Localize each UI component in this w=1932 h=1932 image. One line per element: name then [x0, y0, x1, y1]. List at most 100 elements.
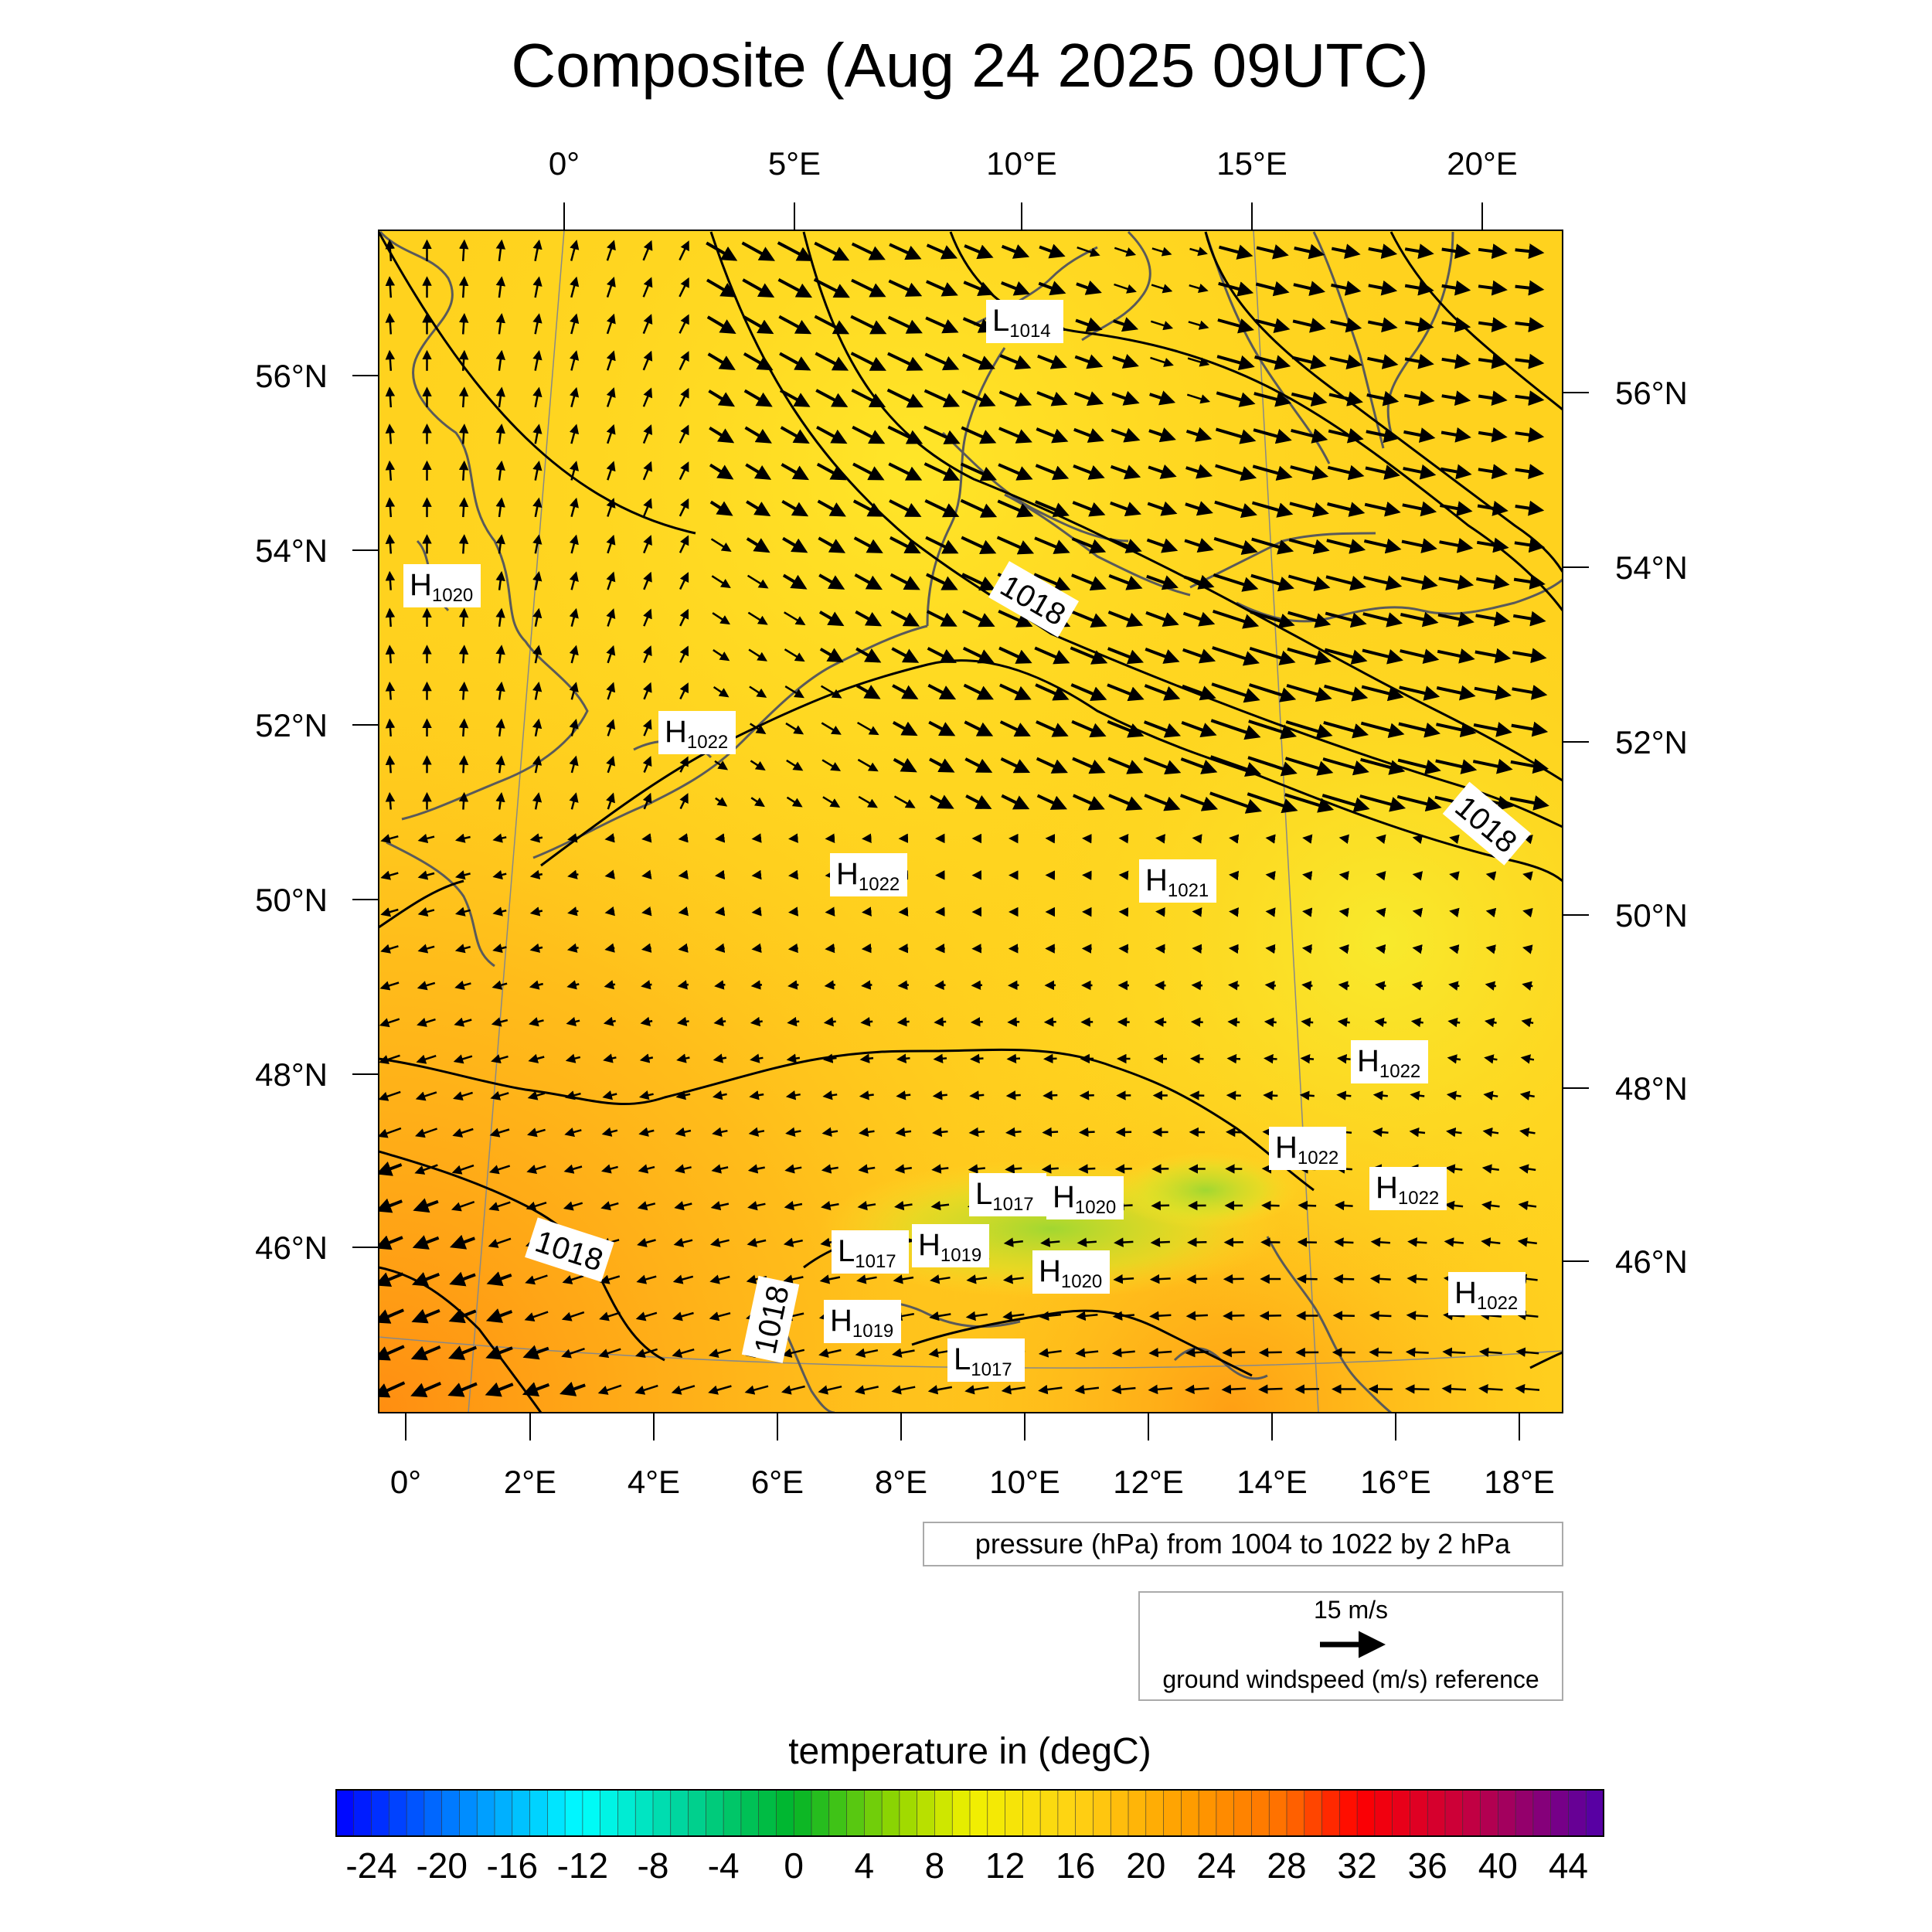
colorbar-swatch: [1268, 1789, 1287, 1837]
colorbar-tick-label: -16: [487, 1845, 538, 1886]
colorbar-tick-label: 24: [1196, 1845, 1236, 1886]
left-latitude-label: 50°N: [255, 882, 328, 918]
pressure-center-letter: L: [975, 1177, 992, 1211]
colorbar-swatch: [846, 1789, 866, 1837]
pressure-center-value: 1017: [992, 1194, 1033, 1215]
colorbar-swatch: [951, 1789, 971, 1837]
bottom-longitude-label: 6°E: [751, 1464, 804, 1500]
svg-text:H1022: H1022: [836, 857, 900, 895]
colorbar-tick-label: 20: [1126, 1845, 1165, 1886]
pressure-center-low: L1017: [832, 1230, 909, 1274]
colorbar-swatch: [1022, 1789, 1042, 1837]
colorbar-swatch: [987, 1789, 1006, 1837]
figure-title: Composite (Aug 24 2025 09UTC): [511, 31, 1428, 100]
colorbar-swatch: [969, 1789, 988, 1837]
left-latitude-label: 52°N: [255, 707, 328, 743]
pressure-center-letter: H: [1039, 1254, 1061, 1288]
colorbar-swatch: [688, 1789, 707, 1837]
colorbar-swatch: [652, 1789, 672, 1837]
colorbar-tick-label: 8: [925, 1845, 945, 1886]
colorbar-swatch: [1039, 1789, 1059, 1837]
colorbar-swatch: [934, 1789, 954, 1837]
right-latitude-label: 52°N: [1615, 724, 1688, 760]
bottom-longitude-label: 10°E: [989, 1464, 1060, 1500]
colorbar-swatch: [1128, 1789, 1147, 1837]
right-latitude-axis: 56°N 54°N 52°N 50°N 48°N 46°N: [1563, 375, 1688, 1280]
svg-text:L1014: L1014: [992, 304, 1051, 342]
pressure-center-value: 1022: [1379, 1061, 1420, 1082]
colorbar-swatch: [1057, 1789, 1077, 1837]
right-latitude-label: 54°N: [1615, 549, 1688, 586]
pressure-center-letter: H: [1053, 1180, 1075, 1214]
pressure-center-letter: L: [838, 1234, 855, 1268]
colorbar-swatch: [617, 1789, 637, 1837]
pressure-center-high: H1019: [824, 1300, 901, 1343]
colorbar-swatch: [1374, 1789, 1393, 1837]
pressure-center-high: H1020: [403, 564, 481, 607]
colorbar-swatch: [1110, 1789, 1129, 1837]
svg-text:H1020: H1020: [410, 568, 473, 606]
right-latitude-label: 46°N: [1615, 1243, 1688, 1280]
pressure-center-value: 1022: [687, 732, 728, 753]
top-longitude-label: 20°E: [1447, 145, 1518, 182]
colorbar-swatch: [441, 1789, 461, 1837]
pressure-center-value: 1022: [1298, 1148, 1338, 1168]
colorbar-tick-label: 0: [784, 1845, 804, 1886]
colorbar-swatch: [670, 1789, 689, 1837]
svg-text:H1022: H1022: [1454, 1276, 1518, 1314]
pressure-center-high: H1019: [912, 1224, 989, 1267]
pressure-center-letter: H: [1454, 1276, 1477, 1310]
colorbar-swatch: [1410, 1789, 1429, 1837]
map-border: [378, 230, 1563, 1413]
left-latitude-label: 46°N: [255, 1230, 328, 1266]
colorbar-swatch: [1251, 1789, 1270, 1837]
svg-text:L1017: L1017: [954, 1342, 1012, 1380]
colorbar-swatch: [1339, 1789, 1359, 1837]
pressure-center-value: 1022: [1398, 1188, 1439, 1209]
pressure-center-letter: H: [665, 715, 687, 749]
colorbar-swatch: [1480, 1789, 1499, 1837]
colorbar-tick-label: -12: [557, 1845, 608, 1886]
colorbar-swatch: [793, 1789, 812, 1837]
bottom-longitude-label: 14°E: [1236, 1464, 1308, 1500]
pressure-center-high: H1022: [1369, 1167, 1447, 1210]
colorbar-swatch: [1304, 1789, 1323, 1837]
pressure-center-letter: H: [1357, 1044, 1379, 1078]
colorbar-swatch: [371, 1789, 390, 1837]
colorbar-swatch: [917, 1789, 936, 1837]
colorbar-swatch: [1145, 1789, 1165, 1837]
pressure-center-letter: L: [992, 304, 1009, 338]
right-latitude-label: 56°N: [1615, 375, 1688, 411]
colorbar-swatch: [547, 1789, 566, 1837]
bottom-longitude-label: 8°E: [875, 1464, 927, 1500]
colorbar-swatch: [1498, 1789, 1517, 1837]
pressure-center-letter: H: [1376, 1171, 1398, 1205]
pressure-center-value: 1022: [859, 874, 900, 895]
pressure-center-letter: H: [836, 857, 859, 891]
pressure-center-value: 1021: [1168, 880, 1209, 901]
colorbar-swatch: [1005, 1789, 1024, 1837]
colorbar-tick-label: 32: [1338, 1845, 1377, 1886]
colorbar-swatch: [706, 1789, 725, 1837]
pressure-center-high: H1022: [658, 711, 736, 754]
pressure-center-high: H1022: [1269, 1127, 1346, 1170]
pressure-center-letter: H: [918, 1228, 940, 1262]
bottom-longitude-label: 2°E: [504, 1464, 556, 1500]
pressure-center-letter: H: [1145, 863, 1168, 897]
bottom-longitude-label: 4°E: [628, 1464, 680, 1500]
colorbar-swatch: [828, 1789, 848, 1837]
wind-reference-box: 15 m/s ground windspeed (m/s) reference: [1138, 1591, 1563, 1701]
colorbar-tick-label: -20: [416, 1845, 467, 1886]
colorbar-title: temperature in (degC): [788, 1731, 1151, 1772]
left-latitude-label: 54°N: [255, 532, 328, 569]
colorbar-swatch: [1075, 1789, 1094, 1837]
bottom-longitude-label: 18°E: [1484, 1464, 1555, 1500]
wind-arrows: [379, 239, 1549, 1398]
pressure-center-high: H1020: [1046, 1176, 1124, 1219]
colorbar-swatch: [512, 1789, 531, 1837]
colorbar-swatch: [1163, 1789, 1182, 1837]
svg-text:H1020: H1020: [1039, 1254, 1102, 1292]
colorbar-swatch: [1550, 1789, 1570, 1837]
